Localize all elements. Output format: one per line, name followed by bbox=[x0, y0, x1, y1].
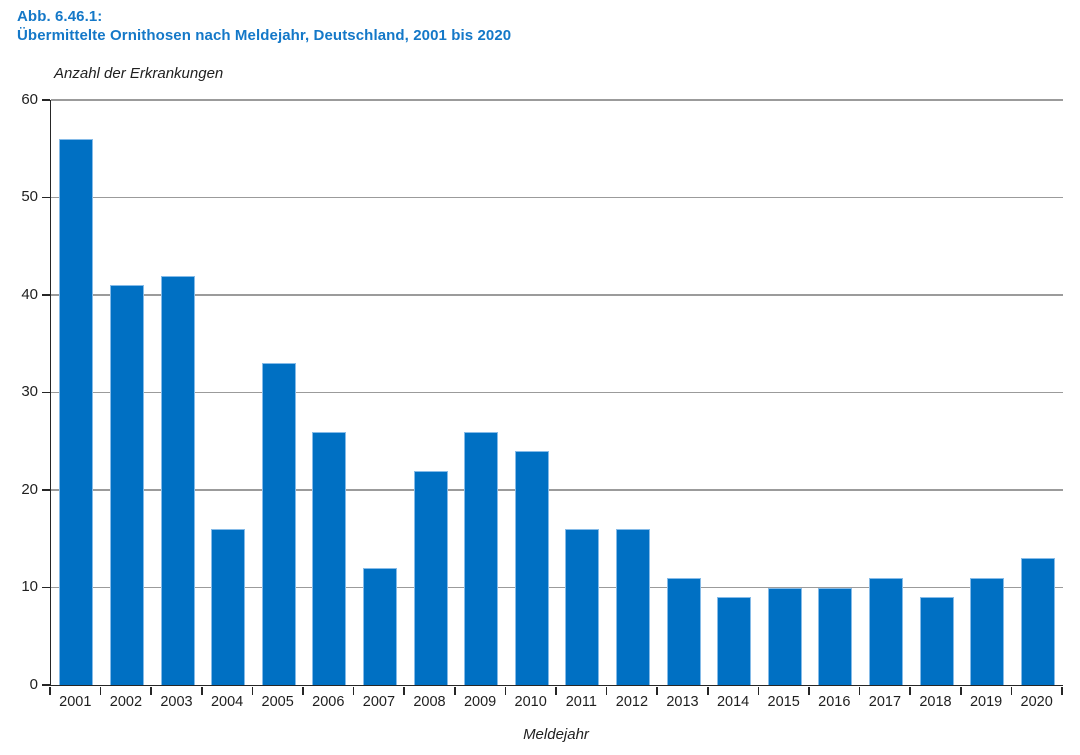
bar-2007 bbox=[362, 568, 397, 685]
x-axis-tick-5 bbox=[302, 686, 304, 695]
y-tick-label-10: 10 bbox=[21, 578, 38, 595]
figure-title: Übermittelte Ornithosen nach Meldejahr, … bbox=[17, 27, 512, 44]
x-axis-tick-4 bbox=[251, 686, 254, 695]
y-tick-label-0: 0 bbox=[29, 675, 38, 693]
x-tick-label-2020: 2020 bbox=[1020, 694, 1053, 710]
y-tick-label-20: 20 bbox=[21, 480, 38, 498]
x-tick-label-2009: 2009 bbox=[463, 694, 497, 710]
gridline-50 bbox=[51, 196, 1063, 199]
y-axis-tick-60 bbox=[42, 99, 50, 101]
bar-2005 bbox=[261, 363, 296, 685]
bar-2019 bbox=[970, 577, 1005, 685]
x-axis-tick-7 bbox=[403, 686, 405, 695]
bar-2006 bbox=[312, 431, 347, 685]
x-axis-tick-10 bbox=[555, 686, 557, 695]
y-axis-tick-20 bbox=[42, 489, 50, 491]
bar-2014 bbox=[717, 597, 752, 685]
x-tick-label-2018: 2018 bbox=[919, 694, 952, 710]
y-tick-label-40: 40 bbox=[21, 285, 38, 303]
y-tick-label-50: 50 bbox=[21, 188, 38, 205]
bar-2010 bbox=[514, 451, 549, 685]
x-axis-tick-16 bbox=[858, 686, 861, 695]
bar-2001 bbox=[59, 139, 94, 685]
x-axis-tick-20 bbox=[1061, 686, 1063, 695]
x-tick-label-2010: 2010 bbox=[514, 694, 547, 710]
x-tick-label-2016: 2016 bbox=[818, 694, 851, 710]
figure-label: Abb. 6.46.1: bbox=[17, 8, 103, 25]
x-axis-tick-3 bbox=[201, 686, 203, 695]
x-tick-label-2005: 2005 bbox=[261, 694, 294, 710]
x-tick-label-2006: 2006 bbox=[312, 694, 345, 710]
x-tick-label-2015: 2015 bbox=[767, 694, 800, 710]
x-tick-label-2002: 2002 bbox=[109, 694, 143, 710]
plot-area bbox=[50, 99, 1063, 686]
x-tick-label-2013: 2013 bbox=[666, 694, 699, 710]
x-tick-label-2012: 2012 bbox=[615, 694, 649, 710]
gridline-20 bbox=[51, 489, 1063, 491]
bar-2008 bbox=[413, 470, 448, 685]
x-axis-tick-12 bbox=[656, 686, 658, 695]
x-axis-tick-11 bbox=[605, 686, 608, 695]
x-tick-label-2007: 2007 bbox=[362, 694, 396, 710]
y-axis-tick-0 bbox=[42, 684, 50, 686]
y-axis-tick-30 bbox=[42, 391, 50, 394]
y-axis-tick-10 bbox=[42, 586, 50, 589]
x-axis-title: Meldejahr bbox=[523, 726, 589, 743]
y-tick-label-30: 30 bbox=[21, 383, 38, 400]
x-axis-tick-9 bbox=[504, 686, 507, 695]
bar-2015 bbox=[767, 587, 802, 685]
x-tick-label-2017: 2017 bbox=[868, 694, 902, 710]
figure-caption: Abb. 6.46.1: Übermittelte Ornithosen nac… bbox=[17, 7, 511, 45]
bar-2003 bbox=[160, 275, 195, 685]
y-axis-tick-50 bbox=[42, 196, 50, 199]
x-axis-tick-17 bbox=[909, 686, 911, 695]
bar-2018 bbox=[919, 597, 954, 685]
gridline-30 bbox=[51, 391, 1063, 394]
bar-2017 bbox=[868, 577, 903, 685]
x-axis-tick-14 bbox=[757, 686, 760, 695]
x-axis-tick-8 bbox=[454, 686, 456, 695]
x-tick-label-2004: 2004 bbox=[210, 694, 244, 710]
x-axis-tick-13 bbox=[707, 686, 709, 695]
bar-2016 bbox=[818, 587, 853, 685]
y-tick-label-60: 60 bbox=[21, 90, 38, 108]
gridline-40 bbox=[51, 294, 1063, 296]
bar-2020 bbox=[1020, 558, 1055, 685]
bar-2009 bbox=[464, 431, 499, 685]
bar-2011 bbox=[565, 529, 600, 685]
x-tick-label-2019: 2019 bbox=[969, 694, 1003, 710]
gridline-10 bbox=[51, 586, 1063, 589]
y-axis-title: Anzahl der Erkrankungen bbox=[54, 65, 224, 82]
x-tick-label-2011: 2011 bbox=[565, 694, 597, 710]
bar-2013 bbox=[666, 577, 701, 685]
x-tick-label-2001: 2001 bbox=[59, 694, 92, 710]
x-axis-tick-1 bbox=[99, 686, 102, 695]
x-tick-label-2008: 2008 bbox=[413, 694, 446, 710]
x-axis-tick-15 bbox=[808, 686, 810, 695]
x-axis-tick-0 bbox=[49, 686, 51, 695]
x-axis-tick-19 bbox=[1010, 686, 1013, 695]
x-tick-label-2003: 2003 bbox=[160, 694, 193, 710]
bar-2004 bbox=[211, 529, 246, 685]
x-axis-tick-2 bbox=[150, 686, 152, 695]
gridline-60 bbox=[51, 99, 1063, 101]
bar-2002 bbox=[109, 285, 144, 685]
x-tick-label-2014: 2014 bbox=[716, 694, 750, 710]
bar-2012 bbox=[615, 529, 650, 685]
x-axis-tick-18 bbox=[960, 686, 962, 695]
x-axis-tick-6 bbox=[352, 686, 355, 695]
y-axis-tick-40 bbox=[42, 294, 50, 296]
